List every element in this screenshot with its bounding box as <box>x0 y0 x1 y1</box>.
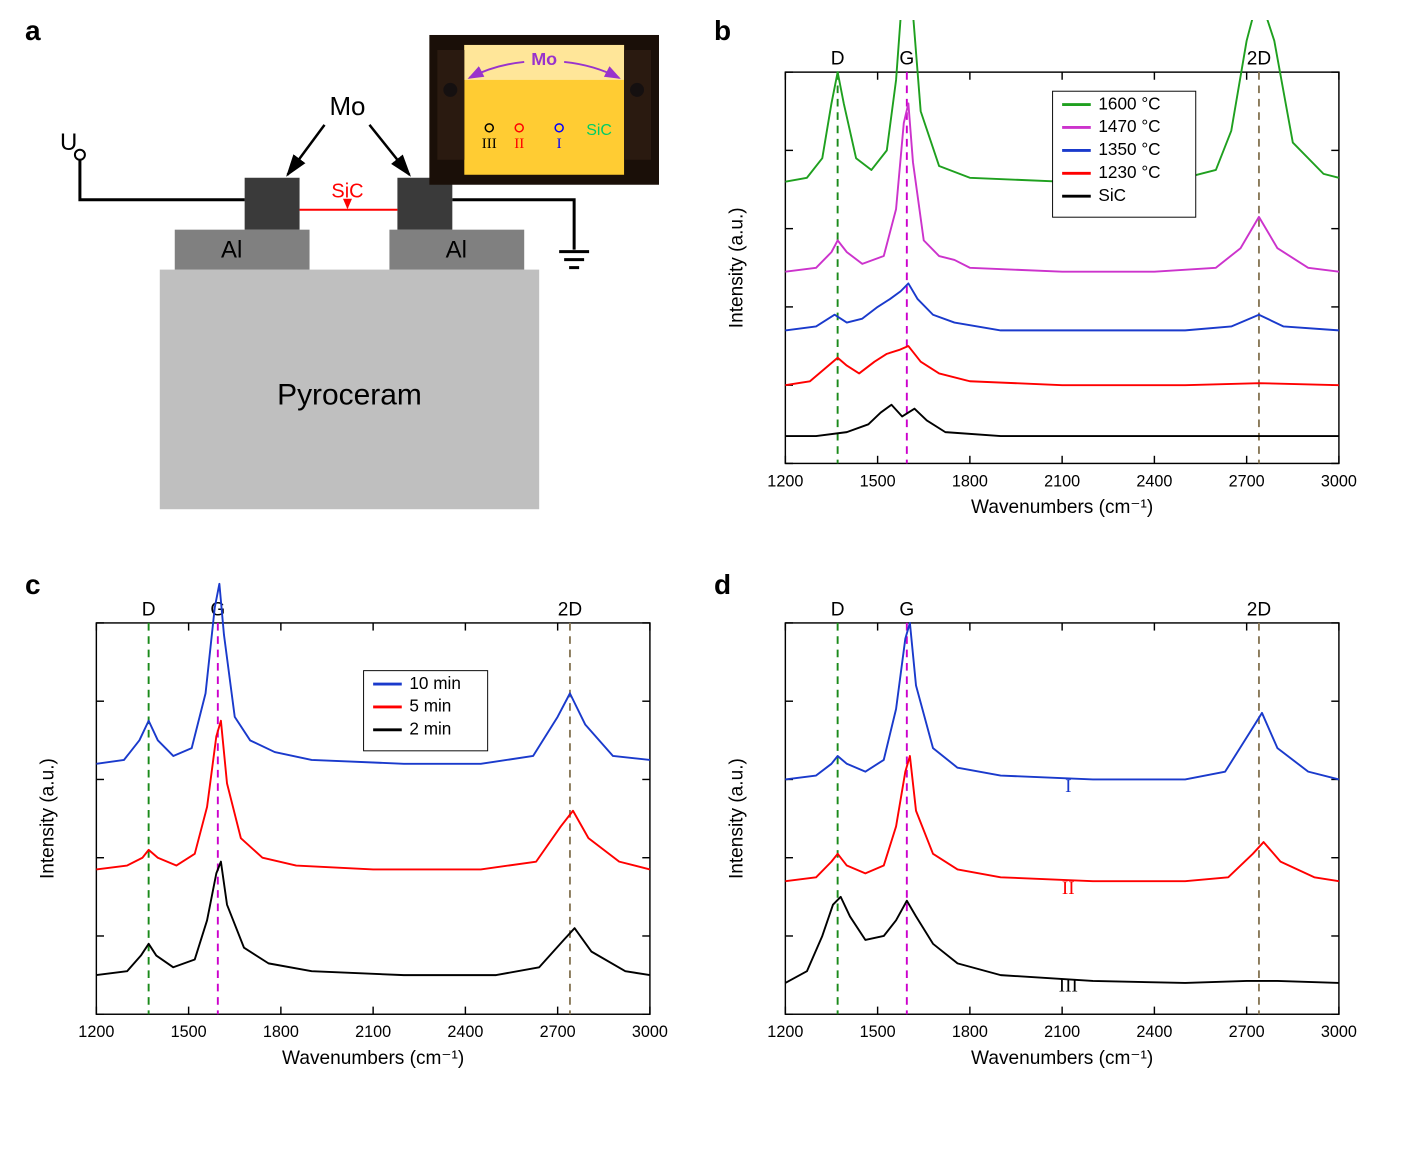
svg-text:1800: 1800 <box>952 472 988 490</box>
svg-text:Wavenumbers (cm⁻¹): Wavenumbers (cm⁻¹) <box>282 1048 464 1069</box>
svg-text:1600 °C: 1600 °C <box>1098 93 1160 113</box>
svg-text:D: D <box>831 48 845 69</box>
svg-text:1350 °C: 1350 °C <box>1098 139 1160 159</box>
chart-c: 1200 1500 1800 2100 2400 2700 3000 Wavenumbers … <box>20 574 669 1092</box>
al-label-left: Al <box>221 237 242 264</box>
svg-text:D: D <box>831 599 845 620</box>
svg-text:Intensity (a.u.): Intensity (a.u.) <box>37 758 58 879</box>
svg-text:3000: 3000 <box>632 1023 668 1041</box>
mo-arrow-right <box>369 125 409 175</box>
svg-text:3000: 3000 <box>1321 1023 1357 1041</box>
svg-text:2700: 2700 <box>540 1023 576 1041</box>
al-label-right: Al <box>446 237 467 264</box>
svg-text:1500: 1500 <box>171 1023 207 1041</box>
svg-text:10 min: 10 min <box>409 673 461 693</box>
svg-text:1500: 1500 <box>860 472 896 490</box>
panel-b: b 1200150018002100240027003000Wavenumber… <box>709 20 1358 544</box>
svg-text:SiC: SiC <box>1098 185 1126 205</box>
panel-label-a: a <box>25 15 41 47</box>
panel-d: d 1200150018002100240027003000Wavenumber… <box>709 574 1358 1092</box>
lead-left <box>80 160 245 200</box>
mo-block-right <box>397 178 452 230</box>
inset-mo-label: Mo <box>531 49 557 69</box>
svg-text:5 min: 5 min <box>409 696 451 716</box>
mo-arrow-left <box>288 125 325 175</box>
svg-text:I: I <box>1065 776 1071 797</box>
svg-text:1230 °C: 1230 °C <box>1098 162 1160 182</box>
inset-sic-label: SiC <box>586 122 612 139</box>
svg-text:1200: 1200 <box>767 1023 803 1041</box>
svg-text:1800: 1800 <box>263 1023 299 1041</box>
svg-text:2100: 2100 <box>1044 1023 1080 1041</box>
u-label: U <box>60 129 77 156</box>
chart-b: 1200 1500 1800 2100 2400 2700 3000 Wavenumbers … <box>709 20 1358 544</box>
svg-text:D: D <box>142 599 156 620</box>
svg-text:Wavenumbers (cm⁻¹): Wavenumbers (cm⁻¹) <box>971 497 1153 518</box>
svg-text:2D: 2D <box>558 599 582 620</box>
svg-text:G: G <box>899 48 914 69</box>
panel-a-diagram: Pyroceram Al Al Mo SiC U <box>20 20 669 539</box>
svg-text:2400: 2400 <box>1136 472 1172 490</box>
svg-text:2700: 2700 <box>1229 1023 1265 1041</box>
panel-a: a Pyroceram Al Al Mo SiC <box>20 20 669 544</box>
svg-text:1500: 1500 <box>860 1023 896 1041</box>
substrate-label: Pyroceram <box>277 378 422 411</box>
svg-text:III: III <box>1059 976 1078 997</box>
svg-text:1200: 1200 <box>767 472 803 490</box>
svg-text:2400: 2400 <box>447 1023 483 1041</box>
svg-text:Intensity (a.u.): Intensity (a.u.) <box>726 758 747 879</box>
svg-text:1200: 1200 <box>78 1023 114 1041</box>
svg-text:G: G <box>899 599 914 620</box>
svg-text:Wavenumbers (cm⁻¹): Wavenumbers (cm⁻¹) <box>971 1048 1153 1069</box>
inset-roman-3: III <box>482 136 497 152</box>
svg-text:1800: 1800 <box>952 1023 988 1041</box>
mo-block-left <box>245 178 300 230</box>
svg-text:II: II <box>1062 878 1075 899</box>
svg-text:1470 °C: 1470 °C <box>1098 116 1160 136</box>
svg-text:2 min: 2 min <box>409 719 451 739</box>
inset-photo: Mo III II I SiC <box>429 35 659 185</box>
svg-text:2100: 2100 <box>355 1023 391 1041</box>
svg-text:2D: 2D <box>1247 599 1271 620</box>
svg-text:2100: 2100 <box>1044 472 1080 490</box>
svg-text:3000: 3000 <box>1321 472 1357 490</box>
svg-text:2700: 2700 <box>1229 472 1265 490</box>
inset-roman-2: II <box>514 136 524 152</box>
mo-label: Mo <box>329 93 365 121</box>
chart-d: 1200 1500 1800 2100 2400 2700 3000 Wavenumbers … <box>709 574 1358 1092</box>
svg-text:2400: 2400 <box>1136 1023 1172 1041</box>
sic-label: SiC <box>331 181 363 203</box>
panel-c: c 1200150018002100240027003000Wavenumber… <box>20 574 669 1092</box>
inset-roman-1: I <box>557 136 562 152</box>
svg-text:Intensity (a.u.): Intensity (a.u.) <box>726 207 747 328</box>
svg-text:2D: 2D <box>1247 48 1271 69</box>
